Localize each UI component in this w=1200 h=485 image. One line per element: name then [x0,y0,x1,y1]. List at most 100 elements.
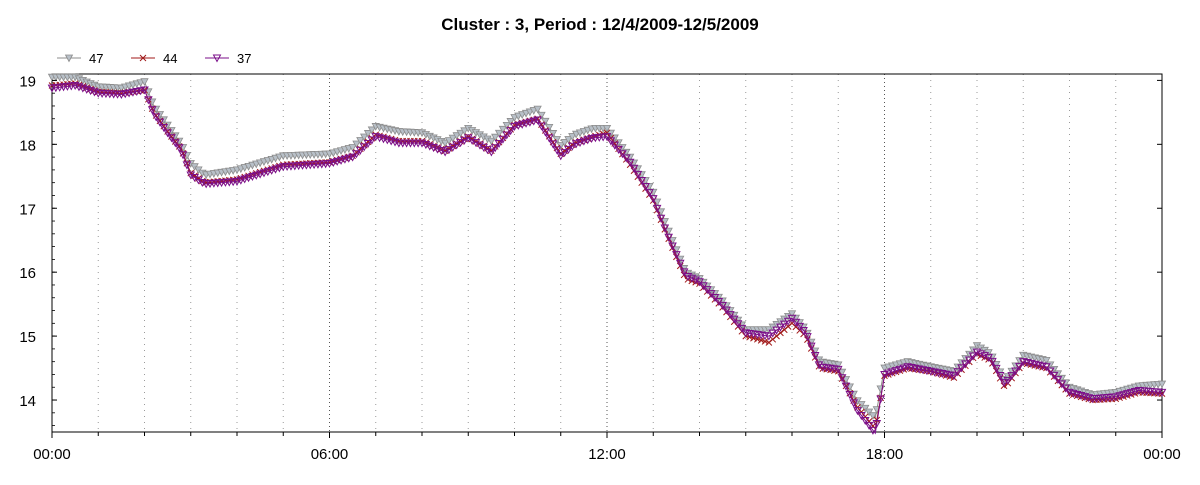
series-marker [548,130,558,138]
series-marker [490,144,500,153]
series-marker [514,121,523,130]
series-marker [710,294,720,303]
series-marker [456,139,465,148]
series-marker [953,368,963,377]
series-marker [864,421,874,430]
series-marker [136,87,145,96]
series-marker [359,143,369,152]
series-marker [494,129,504,138]
series-marker [787,310,797,319]
series-marker [533,105,542,114]
x-tick-label: 18:00 [866,446,904,463]
series-marker [440,148,450,157]
series-marker [483,146,492,155]
series-marker [587,134,596,144]
series-marker [167,134,176,143]
series-marker [791,318,801,327]
series-marker [853,397,862,406]
series-marker [645,189,654,198]
series-marker [691,276,700,285]
series-marker [637,176,647,185]
series-marker [837,368,847,377]
series-marker [641,183,650,192]
series-marker [702,286,712,295]
series-marker [579,137,589,146]
series-marker [190,173,199,183]
series-marker [140,78,149,87]
series-marker [352,140,361,149]
series-marker [537,111,546,120]
series-marker [544,134,554,143]
series-marker [251,171,261,180]
series-marker [564,136,573,144]
series-marker [263,168,273,177]
series-marker [810,351,820,361]
series-marker [182,161,192,170]
series-marker [803,333,812,342]
series-marker [363,139,373,149]
series-marker [236,176,246,185]
series-marker [556,152,566,161]
y-tick-label: 15 [19,329,36,346]
series-marker [833,365,843,374]
series-marker [329,158,338,167]
series-marker [498,125,508,134]
series-marker [540,128,550,137]
series-marker [332,157,342,166]
series-marker [487,137,496,146]
series-marker [660,224,670,233]
series-marker [448,143,458,152]
series-marker [610,141,620,150]
series-marker [560,149,569,158]
series-marker [47,84,57,93]
series-marker [271,165,280,174]
series-marker [487,148,496,157]
series-marker [267,166,277,175]
series-marker [367,136,377,145]
series-marker [675,259,685,268]
series-layer [47,73,1167,435]
series-marker [348,144,357,152]
series-marker [440,139,450,148]
series-marker [575,138,585,148]
series-marker [603,129,611,137]
series-marker [1130,388,1140,397]
x-tick-label: 06:00 [311,446,349,463]
series-line-44 [51,83,1163,430]
series-marker [1157,380,1167,389]
series-marker [783,317,793,326]
series-marker [59,83,68,92]
series-marker [614,145,623,154]
series-marker [841,382,851,391]
series-marker [356,137,365,145]
series-marker [568,133,577,141]
legend-label: 47 [89,51,103,66]
series-marker [232,177,242,186]
series-marker [367,126,377,135]
series-marker [132,87,142,97]
series-line-37 [51,84,1163,435]
series-marker [876,395,885,404]
series-marker [1126,389,1136,398]
series-marker [583,136,593,145]
y-tick-label: 17 [19,201,36,218]
series-marker [729,315,739,324]
series-marker [552,136,562,144]
series-marker [845,391,855,400]
series-marker [355,146,365,155]
legend-item-47: 47 [57,51,103,66]
x-tick-label: 00:00 [1143,446,1181,463]
series-marker [968,346,978,355]
series-marker [444,137,454,145]
legend-label: 44 [163,51,177,66]
series-marker [980,352,990,361]
series-marker [552,146,562,155]
series-marker [714,297,724,307]
series-marker [861,404,870,413]
series-marker [548,140,558,149]
series-marker [602,133,612,142]
series-marker [787,314,797,323]
legend-swatch-marker [139,54,147,62]
series-marker [117,90,126,100]
